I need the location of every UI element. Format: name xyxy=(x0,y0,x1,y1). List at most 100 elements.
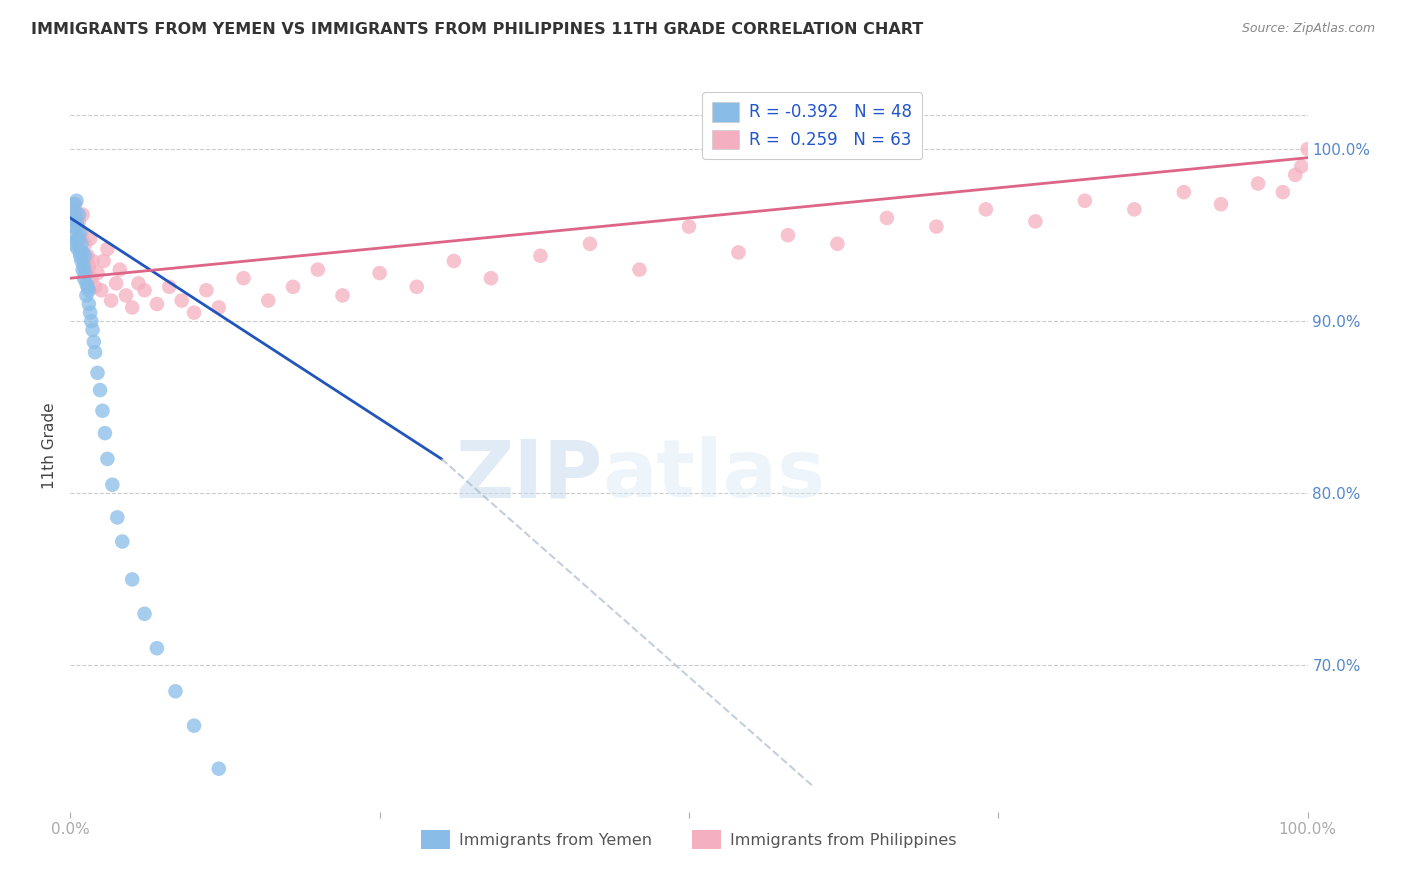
Point xyxy=(69,245,91,260)
Point xyxy=(195,283,218,297)
Point xyxy=(1296,142,1319,156)
Point xyxy=(876,211,898,225)
Point xyxy=(127,277,149,291)
Point xyxy=(307,262,329,277)
Point xyxy=(63,197,86,211)
Point xyxy=(115,288,138,302)
Point xyxy=(146,297,169,311)
Point xyxy=(479,271,502,285)
Point xyxy=(83,334,105,349)
Point xyxy=(146,641,169,656)
Point xyxy=(77,283,100,297)
Point xyxy=(579,236,602,251)
Y-axis label: 11th Grade: 11th Grade xyxy=(42,402,58,490)
Point xyxy=(101,477,124,491)
Point xyxy=(75,236,97,251)
Point xyxy=(76,249,98,263)
Point xyxy=(70,236,93,251)
Point xyxy=(96,242,118,256)
Point xyxy=(79,232,101,246)
Point xyxy=(86,366,108,380)
Text: atlas: atlas xyxy=(602,436,825,515)
Text: Source: ZipAtlas.com: Source: ZipAtlas.com xyxy=(1241,22,1375,36)
Point xyxy=(100,293,122,308)
Point xyxy=(69,225,91,239)
Point xyxy=(60,236,83,251)
Point xyxy=(75,249,97,263)
Point xyxy=(65,206,87,220)
Point xyxy=(75,277,97,291)
Point xyxy=(170,293,193,308)
Point xyxy=(82,254,104,268)
Text: IMMIGRANTS FROM YEMEN VS IMMIGRANTS FROM PHILIPPINES 11TH GRADE CORRELATION CHAR: IMMIGRANTS FROM YEMEN VS IMMIGRANTS FROM… xyxy=(31,22,924,37)
Point xyxy=(75,266,97,280)
Point xyxy=(281,280,304,294)
Point xyxy=(79,305,101,319)
Point xyxy=(65,233,87,247)
Point xyxy=(134,283,156,297)
Point xyxy=(77,297,100,311)
Point xyxy=(94,426,117,441)
Point xyxy=(90,283,112,297)
Point xyxy=(1247,177,1270,191)
Point xyxy=(974,202,997,217)
Point xyxy=(86,266,108,280)
Point xyxy=(232,271,254,285)
Point xyxy=(67,232,90,246)
Point xyxy=(70,254,93,268)
Point xyxy=(105,277,128,291)
Point xyxy=(529,249,551,263)
Point xyxy=(63,219,86,234)
Point xyxy=(827,236,849,251)
Point xyxy=(727,245,749,260)
Point xyxy=(62,202,84,217)
Point xyxy=(69,249,91,263)
Point xyxy=(332,288,354,302)
Text: ZIP: ZIP xyxy=(456,436,602,515)
Point xyxy=(1024,214,1046,228)
Point xyxy=(1123,202,1146,217)
Legend: Immigrants from Yemen, Immigrants from Philippines: Immigrants from Yemen, Immigrants from P… xyxy=(415,823,963,855)
Point xyxy=(1209,197,1232,211)
Point xyxy=(82,323,104,337)
Point xyxy=(63,219,86,234)
Point xyxy=(1173,185,1195,199)
Point xyxy=(183,305,205,319)
Point xyxy=(72,207,94,221)
Point xyxy=(72,245,94,260)
Point xyxy=(73,271,96,285)
Point xyxy=(368,266,391,280)
Point xyxy=(1284,168,1306,182)
Point xyxy=(65,214,87,228)
Point xyxy=(65,197,87,211)
Point xyxy=(1271,185,1294,199)
Point xyxy=(91,403,114,417)
Point xyxy=(62,211,84,225)
Point xyxy=(183,719,205,733)
Point xyxy=(208,301,231,315)
Point xyxy=(93,254,115,268)
Point xyxy=(1291,159,1313,173)
Point xyxy=(208,762,231,776)
Point xyxy=(80,271,103,285)
Point xyxy=(405,280,427,294)
Point xyxy=(134,607,156,621)
Point xyxy=(111,534,134,549)
Point xyxy=(80,314,103,328)
Point xyxy=(165,684,187,698)
Point xyxy=(108,262,131,277)
Point xyxy=(443,254,465,268)
Point xyxy=(96,451,118,466)
Point xyxy=(89,383,111,397)
Point xyxy=(157,280,180,294)
Point xyxy=(70,228,93,243)
Point xyxy=(257,293,280,308)
Point xyxy=(84,280,107,294)
Point xyxy=(65,194,87,208)
Point xyxy=(66,219,89,234)
Point xyxy=(65,228,87,243)
Point xyxy=(69,245,91,260)
Point xyxy=(66,236,89,251)
Point xyxy=(105,510,128,524)
Point xyxy=(776,228,799,243)
